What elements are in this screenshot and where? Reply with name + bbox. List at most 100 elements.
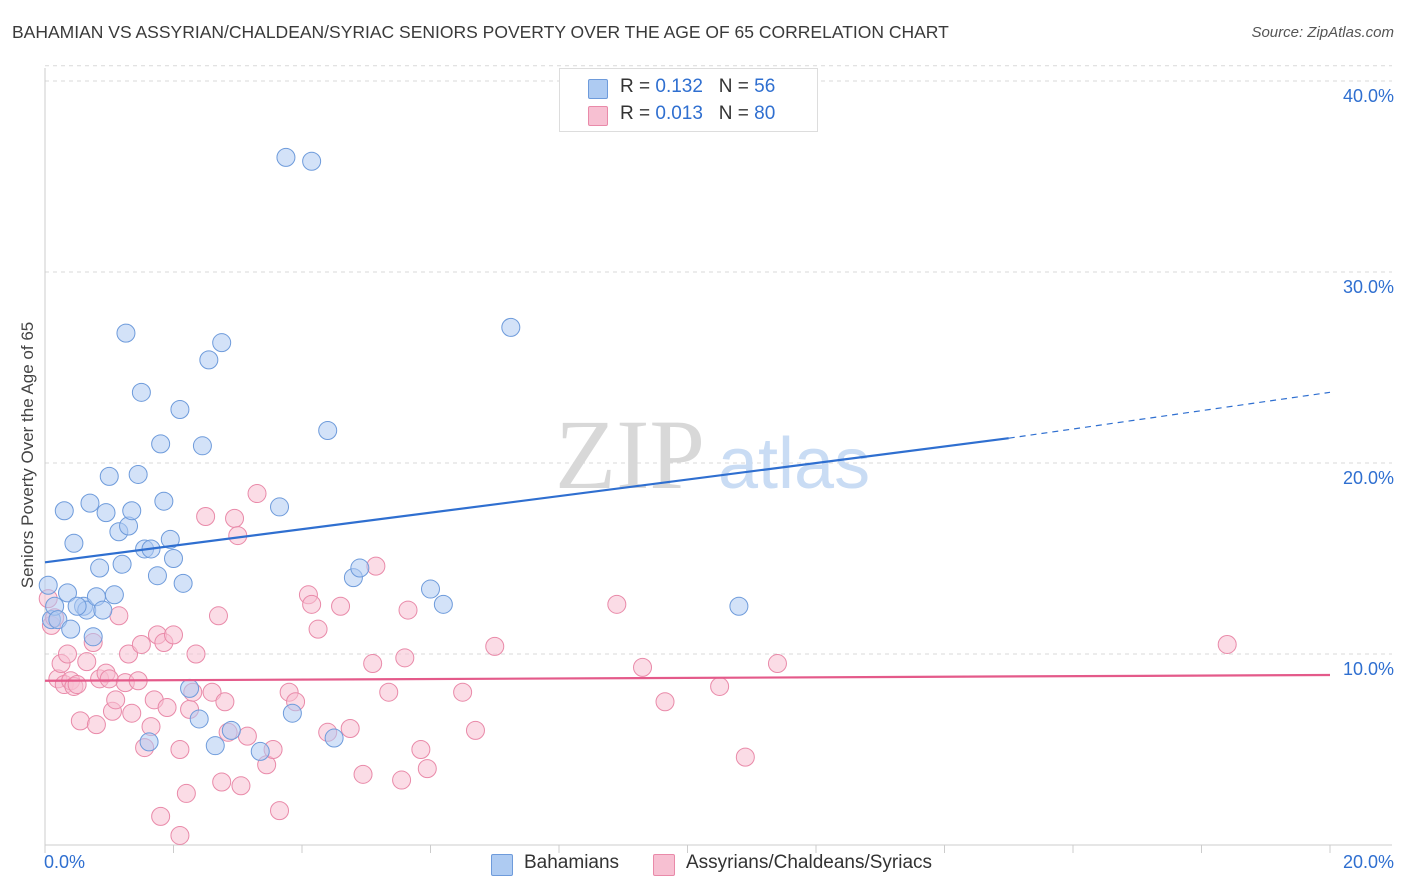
bottom-legend-swatch-pink (653, 854, 675, 876)
watermark-atlas: atlas (718, 424, 870, 504)
y-tick-label: 10.0% (1342, 659, 1394, 679)
data-point (231, 776, 251, 796)
bottom-legend-swatch-blue (491, 854, 513, 876)
data-point (61, 619, 81, 639)
data-point (170, 825, 190, 845)
data-point (109, 606, 129, 626)
data-point (112, 554, 132, 574)
data-point (276, 147, 296, 167)
data-point (154, 491, 174, 511)
data-point (54, 501, 74, 521)
data-point (173, 573, 193, 593)
data-point (122, 703, 142, 723)
axes (44, 68, 1392, 853)
legend-r-value: 0.132 (655, 76, 703, 97)
data-point (128, 464, 148, 484)
data-point (250, 741, 270, 761)
legend-r-label: R = (620, 103, 656, 124)
legend-n-label: N = (718, 103, 755, 124)
data-point (302, 594, 322, 614)
data-point (202, 682, 222, 702)
data-point (189, 709, 209, 729)
correlation-legend: R = 0.132 N = 56 R = 0.013 N = 80 (559, 68, 818, 132)
data-point (199, 350, 219, 370)
data-point (212, 772, 232, 792)
y-tick-label: 40.0% (1342, 86, 1394, 106)
data-point (131, 634, 151, 654)
watermark-zip: ZIP (555, 399, 705, 510)
data-point (77, 652, 97, 672)
data-point (485, 636, 505, 656)
data-point (180, 678, 200, 698)
data-point (392, 770, 412, 790)
data-point (205, 736, 225, 756)
trend-line-bahamians-extension (1008, 391, 1331, 439)
data-point (93, 600, 113, 620)
data-point (767, 654, 787, 674)
data-point (221, 720, 241, 740)
data-point (353, 764, 373, 784)
data-point (147, 566, 167, 586)
data-point (38, 575, 58, 595)
data-point (196, 506, 216, 526)
data-point (86, 715, 106, 735)
data-point (735, 747, 755, 767)
data-point (395, 648, 415, 668)
data-point (270, 801, 290, 821)
trend-line-bahamians (44, 437, 1009, 564)
data-point (655, 692, 675, 712)
source-label: Source: ZipAtlas.com (1251, 24, 1394, 41)
data-point (122, 501, 142, 521)
data-point (67, 596, 87, 616)
legend-r-value: 0.013 (655, 103, 703, 124)
y-tick-label: 20.0% (1342, 468, 1394, 488)
legend-n-value: 56 (754, 76, 776, 97)
legend-n-label: N = (718, 76, 755, 97)
data-point (710, 676, 730, 696)
data-point (417, 759, 437, 779)
data-point (119, 644, 139, 664)
data-point (164, 549, 183, 568)
data-point (57, 644, 77, 664)
data-point (170, 740, 190, 759)
grid-lines (45, 65, 1392, 655)
data-point (421, 579, 440, 599)
data-point (633, 657, 653, 677)
series-bahamians-points (38, 147, 749, 761)
data-point (501, 317, 521, 337)
watermark: ZIP atlas (555, 399, 870, 510)
data-point (411, 740, 431, 759)
data-point (350, 558, 370, 578)
data-point (366, 556, 386, 576)
data-point (80, 493, 100, 513)
data-point (302, 151, 322, 171)
data-point (57, 583, 77, 603)
data-point (90, 558, 110, 578)
data-point (215, 692, 235, 712)
data-point (225, 508, 245, 528)
data-point (607, 594, 627, 614)
data-point (433, 594, 453, 614)
data-point (340, 718, 360, 738)
data-point (64, 533, 84, 553)
data-point (116, 323, 136, 343)
y-axis-label: Seniors Poverty Over the Age of 65 (18, 321, 37, 589)
data-point (99, 669, 119, 689)
data-point (363, 654, 383, 674)
x-tick-label-min: 0.0% (44, 852, 86, 872)
data-point (70, 711, 90, 731)
data-point (237, 726, 257, 746)
data-point (453, 682, 473, 702)
series-assyrians-points (38, 484, 1237, 845)
data-point (157, 697, 177, 717)
data-point (67, 675, 87, 695)
data-point (160, 529, 180, 549)
data-point (131, 382, 151, 402)
data-point (104, 585, 124, 605)
data-point (186, 644, 206, 664)
data-point (398, 600, 418, 620)
data-point (48, 610, 68, 630)
bottom-legend-label: Assyrians/Chaldeans/Syriacs (686, 852, 933, 873)
data-point (192, 436, 212, 456)
